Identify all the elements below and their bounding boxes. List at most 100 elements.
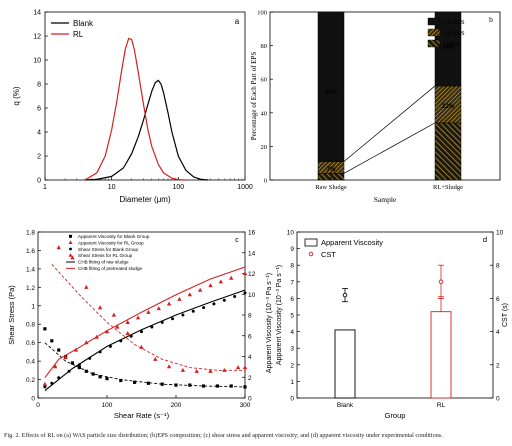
c-apparent-viscosity-for-rl-group-point [235, 365, 241, 370]
c-legend-swatch [69, 234, 72, 238]
c-shear-stress-for-blank-group-point [243, 291, 247, 295]
d-ytick-right-label: 6 [496, 296, 500, 303]
a-ytick-label: 6 [37, 106, 41, 113]
a-series-blank-line [85, 79, 209, 181]
d-ytick-left-label: 9 [290, 246, 294, 253]
b-ytick-label: 80 [261, 43, 268, 50]
a-series-rl-line [84, 37, 186, 181]
c-shear-stress-for-rl-group-point [42, 381, 48, 386]
c-apparent-viscosity-for-blank-group-point [50, 339, 54, 343]
c-ytick-right-label: 10 [248, 292, 256, 299]
d-ytick-left-label: 8 [290, 263, 294, 270]
c-ytick-left-label: 0.4 [26, 359, 35, 366]
c-ytick-left-label: 1.8 [26, 230, 35, 237]
c-apparent-viscosity-for-blank-group-point [57, 348, 61, 352]
c-apparent-viscosity-for-blank-group-point [70, 361, 75, 365]
d-cst-point [438, 279, 444, 285]
b-legend-swatch [427, 17, 441, 26]
a-xtick-label: 10 [108, 184, 116, 191]
b-connector [343, 122, 436, 174]
c-legend-label: Apparent Viscosity for RL Group [78, 240, 144, 245]
a-ytick-label: 10 [33, 58, 41, 65]
c-shear-stress-for-rl-group-point [177, 296, 182, 301]
b-data-label: 7% [327, 167, 336, 173]
d-ytick-left-label: 10 [287, 230, 295, 237]
c-apparent-viscosity-for-rl-group-point [222, 367, 227, 372]
c-apparent-viscosity-for-blank-group-point [98, 375, 102, 379]
c-legend-swatch [68, 240, 73, 244]
c-xtick-label: 0 [36, 402, 40, 409]
c-legend-swatch [68, 253, 73, 257]
c-shear-stress-for-rl-group-point [187, 292, 192, 297]
panel-b-frame [269, 11, 501, 181]
c-apparent-viscosity-for-rl-group-point [97, 305, 103, 310]
c-legend-label: Apparent Viscosity for Blank Group [78, 234, 150, 239]
a-ytick-label: 14 [33, 10, 41, 17]
d-ylabel-right: CST (s) [502, 303, 509, 327]
b-connector [343, 85, 436, 162]
c-ytick-right-label: 2 [248, 375, 252, 382]
d-ylabel-left: Apparent Viscosity (10⁻³ Pa s⁻¹) [276, 265, 283, 365]
c-shear-stress-for-rl-group-point [156, 306, 161, 311]
d-ytick-right-label: 2 [496, 362, 500, 369]
panel-c-frame [37, 231, 246, 399]
c-ytick-right-label: 16 [248, 230, 256, 237]
figure-caption: Fig. 2. Effects of RL on (a) WAS particl… [4, 432, 443, 439]
c-shear-stress-for-blank-group-point [233, 295, 237, 299]
c-apparent-viscosity-for-rl-group-point [194, 368, 199, 373]
d-ytick-left-label: 2 [290, 362, 294, 369]
c-apparent-viscosity-for-rl-group-point [70, 255, 75, 260]
c-ytick-right-label: 6 [248, 333, 252, 340]
d-ytick-right-label: 8 [496, 263, 500, 270]
c-shear-stress-for-rl-group-point [53, 364, 58, 369]
c-ytick-left-label: 0 [31, 396, 35, 403]
c-legend-label: Shear Stress for Blank Group [78, 247, 138, 252]
c-shear-stress-for-rl-group-point [125, 319, 130, 324]
b-bar-lb-eps [434, 85, 462, 124]
c-apparent-viscosity-for-blank-group-point [215, 384, 219, 388]
b-xtick-label: RL+Sludge [433, 184, 463, 191]
c-ytick-left-label: 1 [31, 303, 35, 310]
c-legend-label: CHB fitting of pretreated sludge [78, 266, 143, 271]
c-apparent-viscosity-for-rl-group-point [84, 284, 89, 289]
b-xtick-label: Raw Sludge [315, 184, 347, 191]
a-ytick-label: 8 [37, 82, 41, 89]
c-shear-stress-for-rl-group-point [135, 315, 141, 320]
c-chb-fitting-of-raw-sludge-line [44, 289, 246, 392]
c-shear-stress-for-blank-group-point [181, 313, 185, 317]
c-shear-stress-for-rl-group-point [166, 301, 172, 306]
c-ytick-left-label: 0.8 [26, 322, 35, 329]
c-ytick-left-label: 0.6 [26, 340, 35, 347]
d-bar-apparent-viscosity [334, 329, 356, 399]
b-data-label: 44% [442, 45, 455, 51]
c-apparent-viscosity-for-blank-group-point [105, 377, 109, 381]
c-apparent-viscosity-for-blank-group-point [133, 380, 137, 384]
b-legend-label: DOMs [443, 41, 461, 48]
d-ytick-left-label: 1 [290, 379, 294, 386]
c-shear-stress-for-rl-group-point [218, 279, 224, 284]
a-xtick-label: 1000 [237, 184, 253, 191]
d-ytick-left-label: 5 [290, 313, 294, 320]
c-apparent-viscosity-for-blank-group-point [43, 327, 47, 331]
c-apparent-viscosity-for-blank-group-point [146, 381, 150, 385]
d-legend-label: Apparent Viscosity [321, 238, 383, 247]
c-apparent-viscosity-for-rl-group-point [180, 367, 186, 372]
c-ytick-left-label: 0.2 [26, 377, 35, 384]
c-dashed-fit [51, 263, 245, 371]
b-ytick-label: 40 [261, 110, 268, 117]
c-apparent-viscosity-for-blank-group-point [174, 383, 178, 387]
a-xtick-label: 1 [43, 184, 47, 191]
d-ytick-right-label: 10 [496, 230, 504, 237]
c-apparent-viscosity-for-blank-group-point [243, 385, 247, 389]
b-legend-label: LB-EPS [443, 30, 465, 37]
d-ytick-left-label: 6 [290, 296, 294, 303]
d-xtick-label: RL [437, 402, 446, 409]
a-xtick-label: 100 [172, 184, 184, 191]
c-apparent-viscosity-for-blank-group-point [202, 384, 206, 388]
d-legend-swatch [308, 251, 314, 257]
b-ytick-label: 100 [257, 10, 267, 17]
d-xlabel: Group [385, 411, 406, 420]
c-shear-stress-for-rl-group-point [115, 324, 120, 329]
c-ytick-left-label: 1.4 [26, 266, 35, 273]
